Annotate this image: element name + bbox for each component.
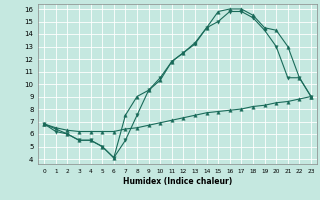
X-axis label: Humidex (Indice chaleur): Humidex (Indice chaleur) xyxy=(123,177,232,186)
